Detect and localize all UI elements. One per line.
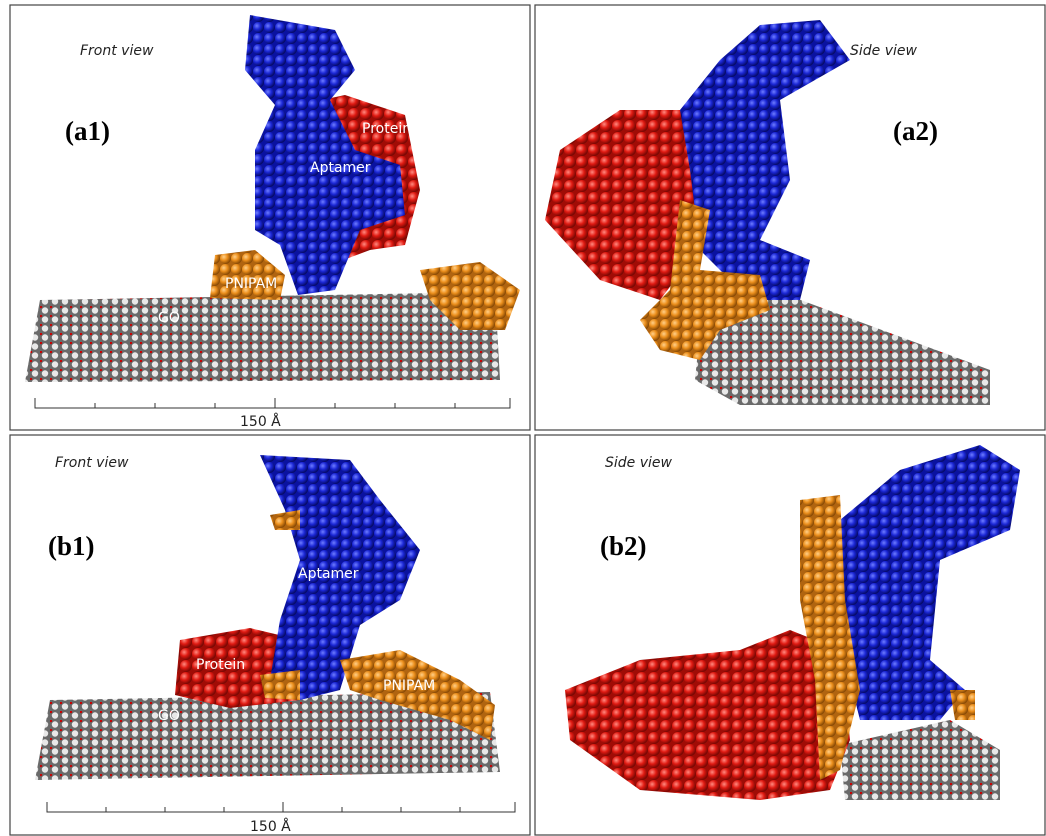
view-label: Front view — [55, 455, 129, 471]
pnipam — [640, 200, 770, 360]
pnipam — [260, 510, 495, 740]
panel-label: (a1) — [65, 116, 110, 146]
panel-a2: Side view (a2) — [534, 4, 1046, 431]
annotation: Protein — [362, 121, 411, 137]
scale-bar — [46, 802, 516, 813]
pnipam — [210, 250, 520, 330]
aptamer — [840, 445, 1020, 720]
view-label: Side view — [850, 43, 918, 59]
panel-b2: Side view (b2) — [534, 434, 1046, 836]
annotation: Protein — [196, 657, 245, 673]
pnipam — [800, 495, 975, 780]
view-label: Side view — [605, 455, 673, 471]
annotation: PNIPAM — [383, 678, 435, 694]
panel-frame — [9, 4, 531, 431]
annotation: GO — [158, 310, 180, 326]
protein — [545, 110, 700, 300]
aptamer — [680, 20, 850, 300]
panel-label: (a2) — [893, 116, 938, 146]
panel-frame — [534, 434, 1046, 836]
panel-frame — [534, 4, 1046, 431]
annotation: GO — [158, 708, 180, 724]
panel-a1: Front view (a1) Protein Aptamer PNIPAM G… — [9, 4, 531, 431]
annotation: Aptamer — [310, 160, 371, 176]
panel-label: (b1) — [48, 531, 95, 561]
scale-label: 150 Å — [240, 413, 281, 430]
protein — [565, 630, 850, 800]
graphene-oxide — [35, 692, 500, 780]
graphene-oxide — [840, 720, 1000, 800]
view-label: Front view — [80, 43, 154, 59]
aptamer — [245, 15, 405, 295]
annotation: PNIPAM — [225, 276, 277, 292]
panel-b1: Front view (b1) Aptamer Protein PNIPAM G… — [9, 434, 531, 836]
scale-label: 150 Å — [250, 818, 291, 835]
graphene-oxide — [695, 285, 990, 405]
panel-frame — [9, 434, 531, 836]
graphene-oxide — [25, 292, 500, 382]
scale-bar — [34, 398, 511, 409]
annotation: Aptamer — [298, 566, 359, 582]
panel-label: (b2) — [600, 531, 647, 561]
